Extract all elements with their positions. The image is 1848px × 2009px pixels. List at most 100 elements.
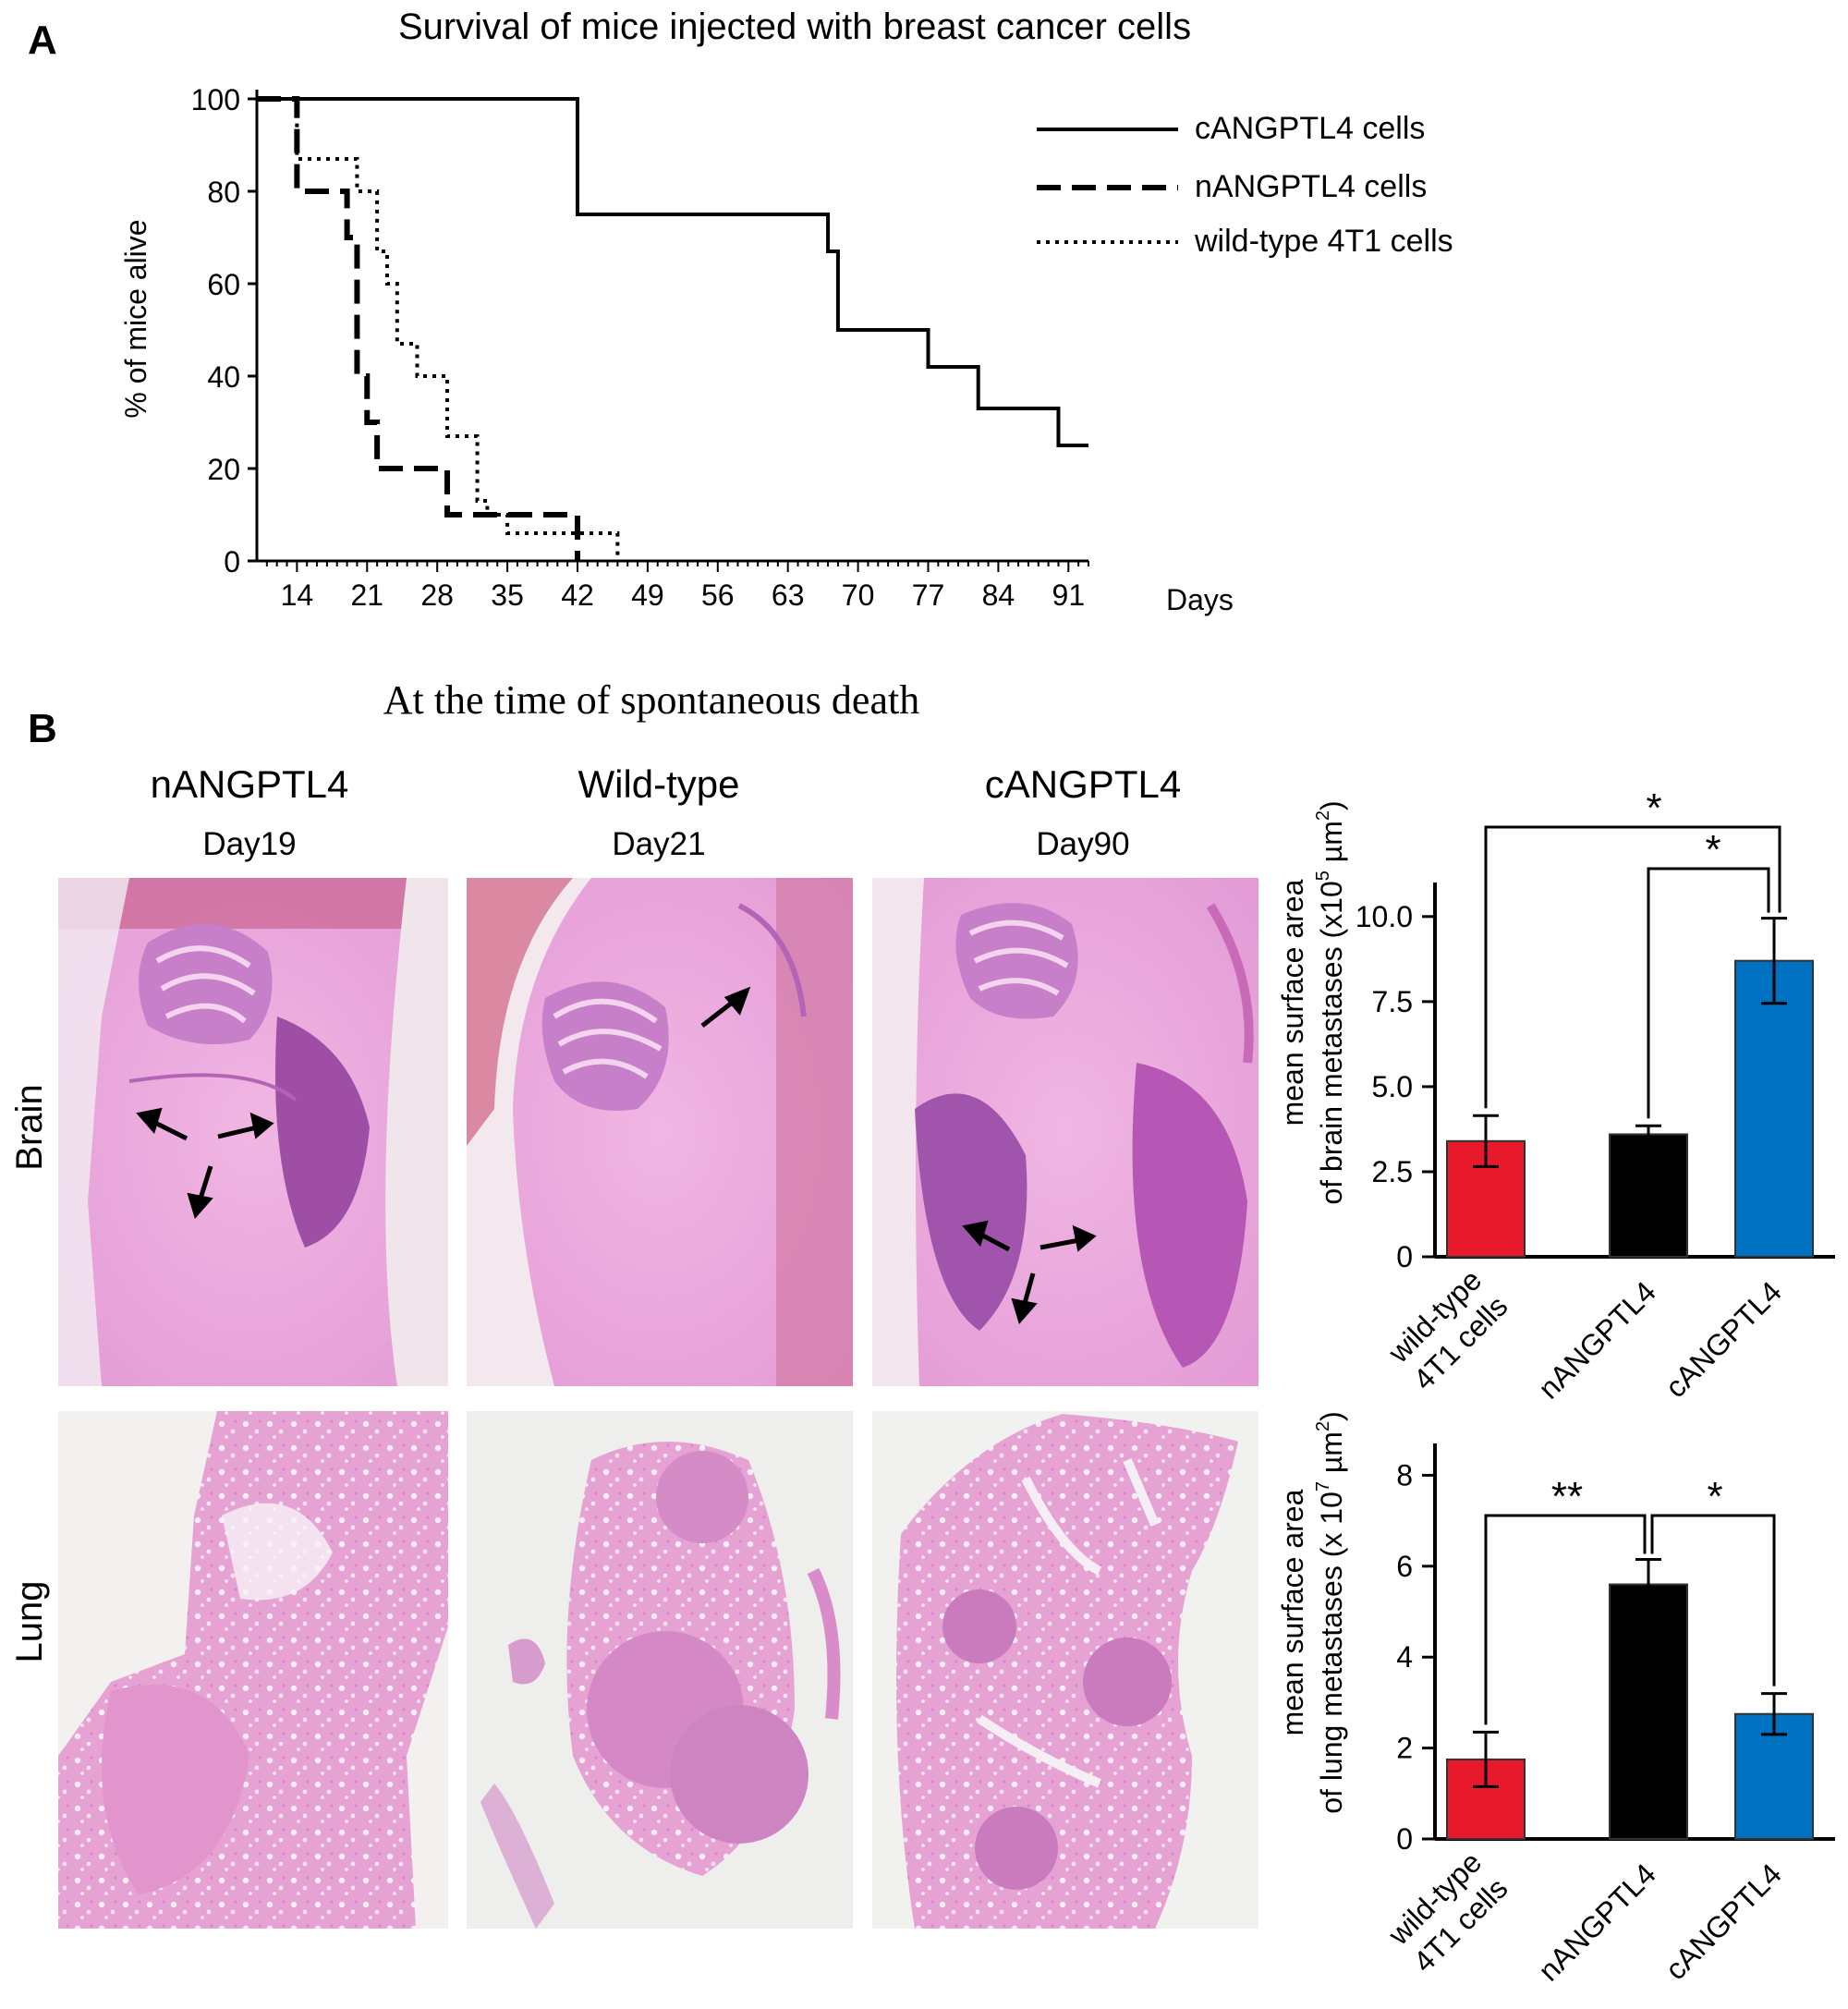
brain-x-tick-label: wild-type4T1 cells	[1380, 1263, 1514, 1396]
panel-a-letter: A	[28, 18, 57, 63]
brain-x-tick-label-line: nANGPTL4	[1532, 1274, 1662, 1405]
metastasis-arrows	[700, 986, 751, 1028]
survival-x-tick-label: 70	[842, 578, 875, 612]
micrograph-lung-cangptl4	[872, 1411, 1258, 1929]
survival-x-tick-label: 14	[281, 578, 314, 612]
lung-y-label-exp: 7	[1313, 1481, 1333, 1492]
lung-x-tick-label: cANGPTL4	[1659, 1857, 1788, 1986]
lung-y-tick-label: 0	[1396, 1822, 1413, 1856]
survival-x-tick-label: 42	[561, 578, 594, 612]
brain-y-tick-label: 10.0	[1356, 900, 1413, 933]
brain-y-tick-label: 0	[1396, 1240, 1413, 1273]
legend-label: wild-type 4T1 cells	[1194, 224, 1453, 259]
lung-x-tick-label: wild-type4T1 cells	[1380, 1845, 1514, 1979]
brain-x-tick-label: cANGPTL4	[1659, 1274, 1788, 1404]
row-label-brain: Brain	[9, 1084, 50, 1170]
micrograph-brain-nangptl4	[58, 878, 448, 1386]
lung-y-label-prefix: of lung metastases (x 10	[1315, 1492, 1348, 1814]
panel-b-title: At the time of spontaneous death	[383, 677, 919, 723]
brain-significance-bracket	[1484, 825, 1781, 1109]
panel-a: A Survival of mice injected with breast …	[28, 6, 1453, 616]
brain-metastases-chart: 0 2.5 5.0 7.5 10.0 wild-type4T1 cells nANGPTL4…	[1276, 785, 1835, 1406]
survival-y-tick-label: 0	[224, 545, 240, 578]
lung-bar	[1609, 1583, 1688, 1840]
survival-x-tick-label: 84	[982, 578, 1015, 612]
survival-x-tick-label: 77	[912, 578, 945, 612]
brain-y-tick-label: 5.0	[1372, 1070, 1413, 1103]
lung-y-label-unit: µm	[1315, 1431, 1348, 1481]
brain-x-tick-label-line: cANGPTL4	[1659, 1274, 1788, 1404]
lung-x-tick-label-line: nANGPTL4	[1532, 1857, 1662, 1987]
brain-bar	[1609, 1133, 1688, 1259]
survival-x-tick-label: 28	[420, 578, 454, 612]
lung-x-tick-label: nANGPTL4	[1532, 1857, 1662, 1987]
micrograph-brain-wild-type	[467, 878, 853, 1386]
survival-x-tick-label: 21	[350, 578, 383, 612]
lung-y-label-line1: mean surface area	[1276, 1489, 1309, 1735]
brain-y-label-line2: of brain metastases (x105 µm2)	[1313, 800, 1348, 1204]
survival-x-tick-label: 56	[701, 578, 735, 612]
survival-x-label: Days	[1166, 583, 1234, 616]
legend-label: nANGPTL4 cells	[1195, 169, 1427, 204]
brain-y-label-exp: 5	[1313, 871, 1333, 881]
brain-y-tick-label: 2.5	[1372, 1155, 1413, 1188]
survival-x-tick-label: 63	[772, 578, 805, 612]
lung-y-label-unit-exp: 2	[1313, 1421, 1333, 1431]
lung-y-label-close: )	[1315, 1411, 1348, 1421]
lung-y-tick-label: 8	[1396, 1458, 1413, 1492]
brain-y-tick-label: 7.5	[1372, 985, 1413, 1018]
brain-significance-label: *	[1705, 827, 1720, 872]
lung-x-tick-label-line: cANGPTL4	[1659, 1857, 1788, 1986]
column-day-nangptl4: Day19	[202, 826, 296, 862]
lung-y-tick-label: 2	[1396, 1732, 1413, 1765]
column-label-wild-type: Wild-type	[578, 762, 739, 806]
survival-x-tick-label: 91	[1052, 578, 1086, 612]
survival-x-tick-label: 35	[491, 578, 524, 612]
survival-series	[257, 96, 1088, 561]
survival-axes: 0 20 40 60 80 100 14 21 28 35 42 49 56 63 70 77 84 91	[191, 83, 1089, 612]
brain-significance-label: *	[1646, 785, 1661, 831]
micrograph-brain-cangptl4	[872, 878, 1258, 1386]
metastasis-arrows	[136, 1107, 274, 1220]
metastasis-arrows	[962, 1220, 1097, 1325]
micrograph-lung-wild-type	[467, 1411, 853, 1929]
brain-y-label-unit-exp: 2	[1313, 810, 1333, 821]
lung-y-tick-label: 4	[1396, 1640, 1413, 1674]
survival-x-tick-label: 49	[631, 578, 664, 612]
panel-b: B At the time of spontaneous death nANGP…	[9, 677, 1835, 1988]
micrograph-lung-nangptl4	[58, 1411, 448, 1929]
survival-y-tick-label: 60	[207, 268, 240, 301]
brain-x-tick-label: nANGPTL4	[1532, 1274, 1662, 1405]
row-label-lung: Lung	[9, 1581, 50, 1663]
survival-y-tick-label: 20	[207, 453, 240, 486]
survival-y-tick-label: 80	[207, 176, 240, 209]
brain-y-label-line1: mean surface area	[1276, 879, 1309, 1126]
survival-legend: cANGPTL4 cells nANGPTL4 cells wild-type 4T…	[1037, 111, 1453, 259]
survival-y-label: % of mice alive	[119, 219, 152, 418]
survival-y-tick-label: 100	[191, 83, 240, 116]
survival-series-line	[257, 96, 580, 561]
lung-significance-label: *	[1707, 1474, 1722, 1519]
brain-significance-bracket	[1647, 867, 1770, 1119]
survival-series-line	[257, 97, 1088, 447]
survival-series-line	[257, 97, 620, 561]
lung-y-label-line2: of lung metastases (x 107 µm2)	[1313, 1411, 1348, 1814]
panel-b-letter: B	[28, 706, 57, 751]
column-label-cangptl4: cANGPTL4	[985, 762, 1181, 806]
lung-significance-bracket	[1484, 1514, 1647, 1725]
survival-chart-title: Survival of mice injected with breast ca…	[398, 6, 1191, 47]
lung-significance-bracket	[1650, 1514, 1776, 1686]
brain-y-label-prefix: of brain metastases (x10	[1315, 881, 1348, 1204]
legend-label: cANGPTL4 cells	[1195, 111, 1425, 146]
survival-y-tick-label: 40	[207, 360, 240, 394]
brain-bar	[1734, 959, 1814, 1258]
lung-y-tick-label: 6	[1396, 1550, 1413, 1583]
brain-y-label-unit: µm	[1315, 821, 1348, 871]
brain-chart-body: 0 2.5 5.0 7.5 10.0 wild-type4T1 cells nANGPTL4…	[1356, 785, 1835, 1406]
lung-significance-label: **	[1551, 1474, 1583, 1519]
brain-y-label-close: )	[1315, 800, 1348, 810]
column-day-cangptl4: Day90	[1036, 826, 1129, 862]
